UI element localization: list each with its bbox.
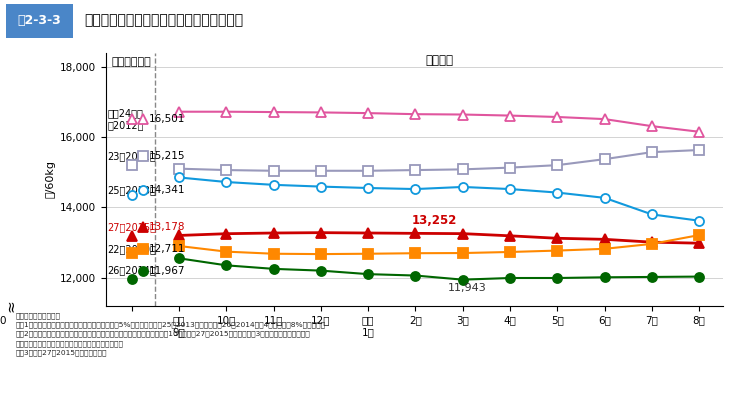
- Text: 25（2013）: 25（2013）: [107, 185, 156, 195]
- Text: 15,215: 15,215: [148, 151, 185, 161]
- Text: 11,967: 11,967: [148, 266, 185, 276]
- Text: 12,711: 12,711: [148, 244, 185, 254]
- Text: 16,501: 16,501: [148, 114, 185, 124]
- Y-axis label: 円/60kg: 円/60kg: [46, 160, 55, 198]
- Text: 22（2010）: 22（2010）: [107, 244, 156, 254]
- Text: 図2-3-3: 図2-3-3: [18, 14, 61, 27]
- Text: 27（2015）: 27（2015）: [107, 222, 156, 232]
- Text: ≈: ≈: [3, 299, 18, 312]
- Text: 13,252: 13,252: [412, 215, 457, 228]
- Text: 平成24年産
（2012）: 平成24年産 （2012）: [107, 109, 144, 130]
- Text: 14,341: 14,341: [148, 185, 185, 195]
- Text: 月別価格: 月別価格: [425, 54, 453, 67]
- Text: 13,178: 13,178: [148, 222, 185, 232]
- Text: 0: 0: [0, 316, 6, 326]
- Text: 米の相対取引価格の月別全銘柄平均の推移: 米の相対取引価格の月別全銘柄平均の推移: [84, 13, 243, 28]
- Text: 資料：農林水産省調べ
注：1）価格には、運賃、包装代、消費税相当額（5%。ただし、平成25（2013）年産の平成26（2014）年4月分以降は8%）を含む。
　: 資料：農林水産省調べ 注：1）価格には、運賃、包装代、消費税相当額（5%。ただし…: [16, 313, 326, 356]
- Text: 23（2011）: 23（2011）: [107, 151, 156, 161]
- FancyBboxPatch shape: [6, 4, 73, 38]
- Text: 年産平均価格: 年産平均価格: [111, 57, 151, 67]
- Text: 11,943: 11,943: [448, 283, 487, 293]
- Text: 26（2014）: 26（2014）: [107, 266, 156, 276]
